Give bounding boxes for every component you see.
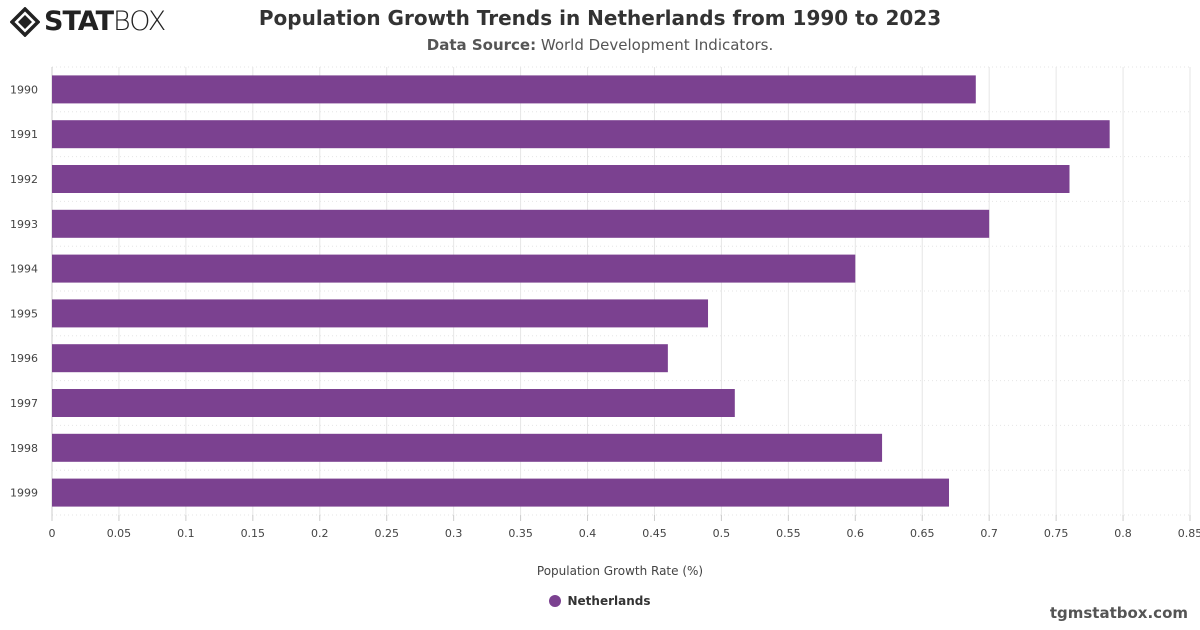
x-tick-label: 0.7 [980,527,998,540]
legend-item-netherlands[interactable]: Netherlands [0,594,1200,608]
y-tick-label: 1998 [10,442,38,455]
y-tick-label: 1993 [10,218,38,231]
x-tick-label: 0.3 [445,527,463,540]
bar-1993[interactable] [52,209,990,238]
bar-1990[interactable] [52,75,976,104]
x-tick-label: 0.6 [847,527,865,540]
legend-label: Netherlands [567,594,651,608]
chart-subtitle: Data Source: World Development Indicator… [0,36,1200,54]
bar-1996[interactable] [52,344,668,373]
y-tick-label: 1995 [10,307,38,320]
y-tick-label: 1990 [10,83,38,96]
bar-1991[interactable] [52,120,1110,149]
x-tick-label: 0.85 [1178,527,1200,540]
x-tick-label: 0.1 [177,527,195,540]
logo-text-bold: STAT [44,6,114,37]
y-tick-label: 1997 [10,397,38,410]
statbox-logo: STATBOX [10,6,166,37]
bar-1999[interactable] [52,478,950,507]
bar-1997[interactable] [52,389,735,417]
bar-1992[interactable] [52,165,1070,193]
bar-1998[interactable] [52,433,883,462]
y-tick-label: 1996 [10,352,38,365]
x-tick-label: 0.4 [579,527,597,540]
subtitle-label: Data Source: [426,36,537,54]
x-tick-label: 0.45 [642,527,667,540]
x-axis-label: Population Growth Rate (%) [537,564,703,578]
x-tick-label: 0.2 [311,527,329,540]
chart-title: Population Growth Trends in Netherlands … [258,6,942,30]
y-tick-label: 1999 [10,487,38,500]
x-tick-label: 0.15 [241,527,266,540]
subtitle-value: World Development Indicators. [540,36,774,54]
x-tick-label: 0.35 [508,527,533,540]
x-tick-label: 0.05 [107,527,132,540]
x-tick-label: 0.75 [1044,527,1069,540]
y-tick-label: 1992 [10,173,38,186]
logo-text-thin: BOX [112,6,166,37]
x-tick-label: 0 [49,527,56,540]
legend-marker-icon [549,595,562,607]
y-tick-label: 1991 [10,128,38,141]
x-tick-label: 0.65 [910,527,935,540]
x-tick-label: 0.55 [776,527,801,540]
bar-1995[interactable] [52,299,709,328]
y-tick-label: 1994 [10,263,38,276]
diamond-logo-icon [10,6,40,37]
x-tick-label: 0.8 [1114,527,1132,540]
x-tick-label: 0.5 [713,527,731,540]
x-tick-label: 0.25 [374,527,399,540]
source-credit: tgmstatbox.com [1049,604,1188,622]
bar-1994[interactable] [52,254,856,283]
